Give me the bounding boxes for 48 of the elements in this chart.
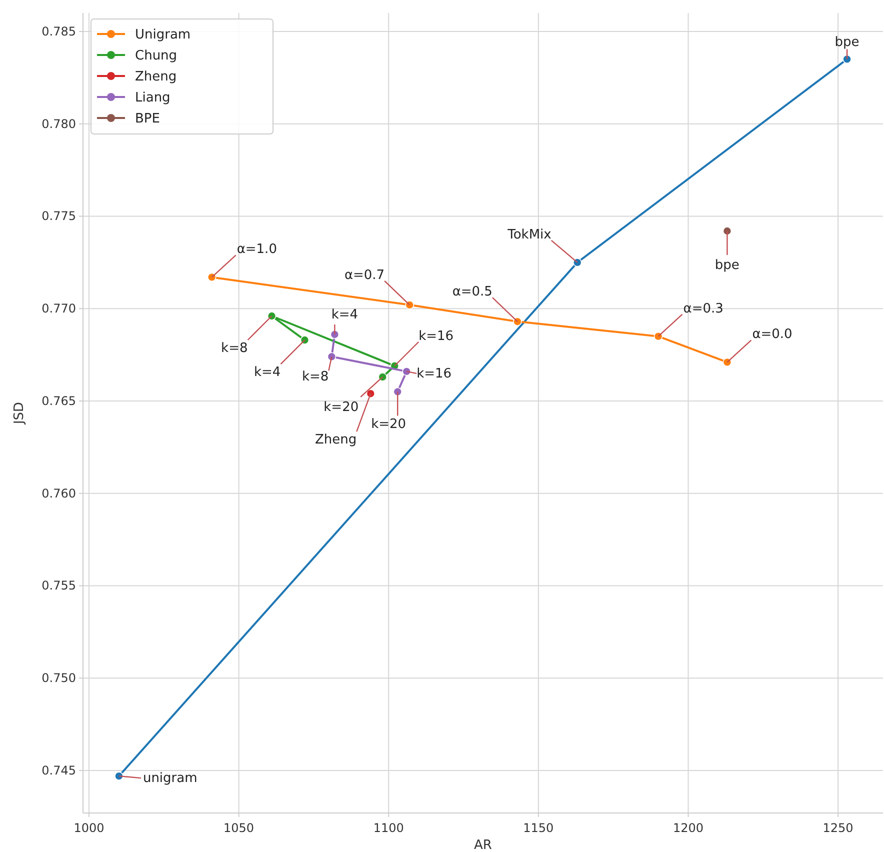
y-tick-label: 0.745 [42, 764, 76, 778]
annotation: k=8 [302, 370, 329, 385]
point [393, 387, 402, 396]
annotation: α=1.0 [236, 242, 277, 258]
point [378, 372, 388, 382]
annotation: α=0.3 [683, 301, 724, 316]
annotation: bpe [834, 35, 860, 50]
y-tick-label: 0.770 [42, 302, 76, 316]
x-tick-label: 1100 [373, 821, 404, 835]
annotation: α=0.7 [344, 268, 385, 283]
x-tick-label: 1250 [822, 821, 854, 835]
annotation: k=20 [324, 400, 359, 415]
annotation: k=16 [416, 366, 452, 382]
annotation: k=20 [371, 416, 406, 432]
point [513, 317, 522, 326]
point [327, 352, 336, 362]
legend-label: Chung [135, 48, 178, 64]
x-axis-title: AR [474, 838, 492, 852]
point [842, 54, 852, 64]
point [722, 358, 732, 367]
point [405, 300, 414, 310]
x-tick-label: 1050 [224, 821, 254, 835]
annotation: α=0.5 [452, 284, 492, 300]
annotation: TokMix [506, 227, 552, 242]
annotation: unigram [142, 771, 198, 786]
y-tick-label: 0.760 [42, 486, 76, 500]
legend-label: Liang [135, 90, 170, 106]
annotation: α=0.0 [752, 327, 792, 342]
annotation: Zheng [315, 432, 357, 448]
y-axis-title: JSD [12, 402, 27, 426]
y-tick-label: 0.785 [42, 24, 76, 38]
x-tick-label: 1150 [523, 821, 554, 835]
legend-label: Zheng [135, 70, 177, 84]
annotation: k=16 [418, 328, 454, 344]
y-tick-label: 0.750 [42, 671, 76, 686]
annotation: k=4 [254, 365, 281, 380]
y-tick-label: 0.765 [42, 394, 76, 408]
annotation: k=4 [331, 307, 358, 322]
point [572, 258, 582, 267]
x-tick-label: 1000 [74, 821, 104, 835]
legend-label: BPE [135, 112, 160, 126]
y-tick-label: 0.780 [42, 116, 76, 131]
legend-label: Unigram [135, 28, 191, 42]
x-tick-label: 1200 [672, 821, 704, 835]
y-tick-label: 0.775 [42, 209, 76, 224]
y-tick-label: 0.755 [42, 578, 76, 593]
annotation: bpe [714, 258, 740, 274]
annotation: k=8 [221, 341, 248, 356]
